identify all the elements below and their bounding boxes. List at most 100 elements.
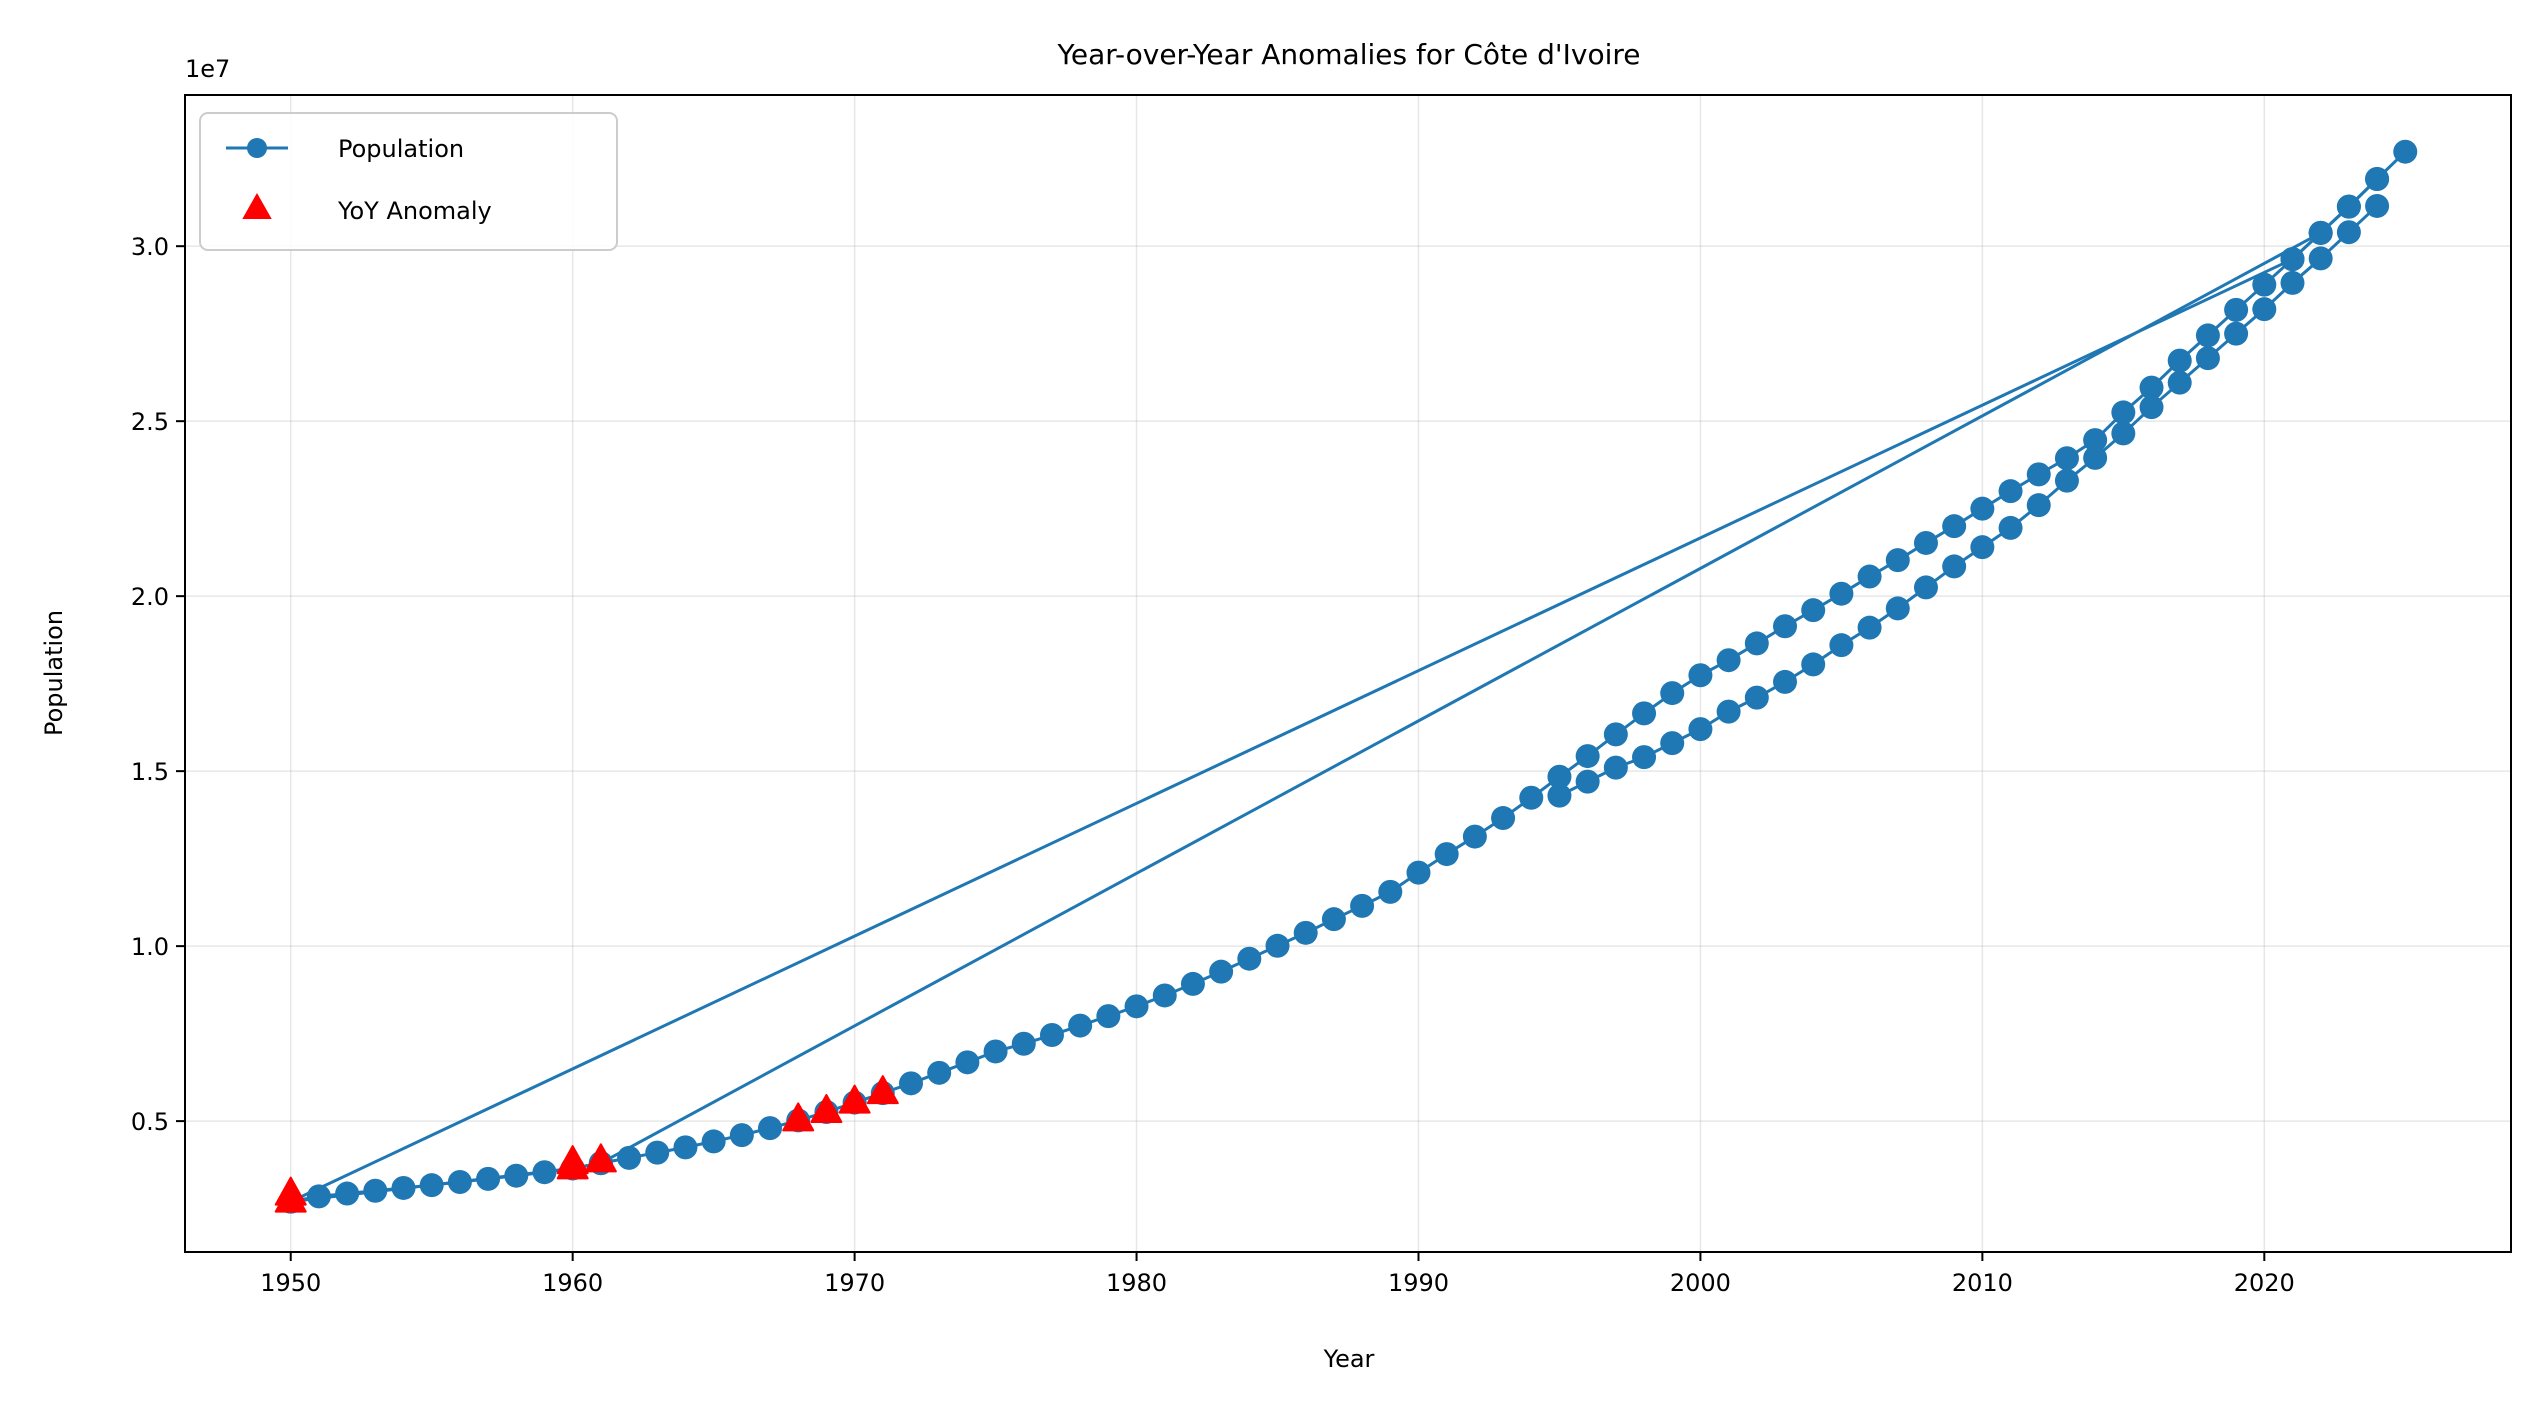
population-point [306,1184,331,1209]
population-point [1801,652,1826,677]
population-point [2083,428,2108,453]
population-point [391,1175,416,1200]
population-point [1942,514,1967,539]
population-point [447,1170,472,1195]
population-point [1632,745,1657,770]
population-point [1124,994,1149,1019]
population-point [1265,933,1290,958]
x-tick-label: 1960 [542,1269,603,1297]
population-point [2336,220,2361,245]
population-point [2365,166,2390,191]
population-point [1491,806,1516,831]
population-point [1152,983,1177,1008]
population-point [2280,270,2305,295]
population-point [2054,468,2079,493]
population-point [1519,785,1544,810]
population-point [1970,496,1995,521]
population-point [645,1140,670,1165]
population-point [1321,907,1346,932]
anomaly-marker [810,1094,843,1124]
x-axis-label: Year [1323,1345,1375,1373]
population-point [1011,1031,1036,1056]
anomaly-marker [838,1084,871,1114]
population-point [2224,321,2249,346]
population-point [1350,893,1375,918]
y-axis-label: Population [40,610,68,736]
population-point [1885,548,1910,573]
anomaly-marker [584,1143,617,1173]
population-point [2026,462,2051,487]
plot-frame [184,94,2512,1253]
population-point [1378,879,1403,904]
population-point [1660,731,1685,756]
x-tick-label: 2000 [1670,1269,1731,1297]
x-tick-label: 2020 [2234,1269,2295,1297]
population-point [504,1163,529,1188]
population-point [617,1145,642,1170]
legend-box [199,112,618,251]
population-point [363,1178,388,1203]
population-point [2280,247,2305,272]
population-point [1716,699,1741,724]
y-tick-label: 2.0 [131,583,169,611]
population-point [1744,685,1769,710]
population-point [1180,971,1205,996]
population-point [2139,395,2164,420]
y-axis: 0.5 1.0 1.5 2.0 2.5 3.0 [131,233,185,1136]
anomaly-marker [782,1102,815,1132]
population-point [1942,554,1967,579]
population-point [1603,722,1628,747]
legend-anomaly-label: YoY Anomaly [337,197,492,225]
population-point [1773,614,1798,639]
population-point [1688,717,1713,742]
x-tick-label: 1970 [824,1269,885,1297]
population-point [476,1166,501,1191]
population-point [2167,370,2192,395]
legend-population-marker [247,138,267,158]
population-point [1801,598,1826,623]
population-point [758,1116,783,1141]
population-point [1096,1004,1121,1029]
legend-anomaly-marker [242,192,272,219]
population-line [290,150,2407,1204]
anomaly-marker [866,1075,899,1105]
x-tick-label: 1950 [260,1269,321,1297]
population-point [2308,246,2333,271]
population-point [1547,783,1572,808]
population-point [1660,681,1685,706]
y-tick-label: 3.0 [131,233,169,261]
population-point [2308,220,2333,245]
population-point [1547,764,1572,789]
population-point [532,1160,557,1185]
population-point [1773,669,1798,694]
population-point [2393,139,2418,164]
population-point [335,1181,360,1206]
population-point [1744,631,1769,656]
population-point [898,1071,923,1096]
population-point [1293,920,1318,945]
population-point [419,1173,444,1198]
x-axis: 1950 1960 1970 1980 1990 2000 2010 2020 [260,1252,2295,1297]
population-point [2336,194,2361,219]
population-point [1068,1013,1093,1038]
population-point [1970,535,1995,560]
population-point [2167,348,2192,373]
y-tick-label: 2.5 [131,408,169,436]
population-point [1857,564,1882,589]
population-point [1913,530,1938,555]
population-point [1829,633,1854,658]
legend: Population YoY Anomaly [199,112,618,251]
population-point [2195,323,2220,348]
population-point [701,1129,726,1154]
population-point [1575,744,1600,769]
population-point [1913,575,1938,600]
population-point [1829,581,1854,606]
population-point [983,1039,1008,1064]
population-point [2224,297,2249,322]
population-point [1462,824,1487,849]
anomaly-marker [274,1176,307,1206]
population-point [1857,615,1882,640]
population-point [1632,701,1657,726]
population-point [1716,648,1741,673]
population-point [1209,959,1234,984]
